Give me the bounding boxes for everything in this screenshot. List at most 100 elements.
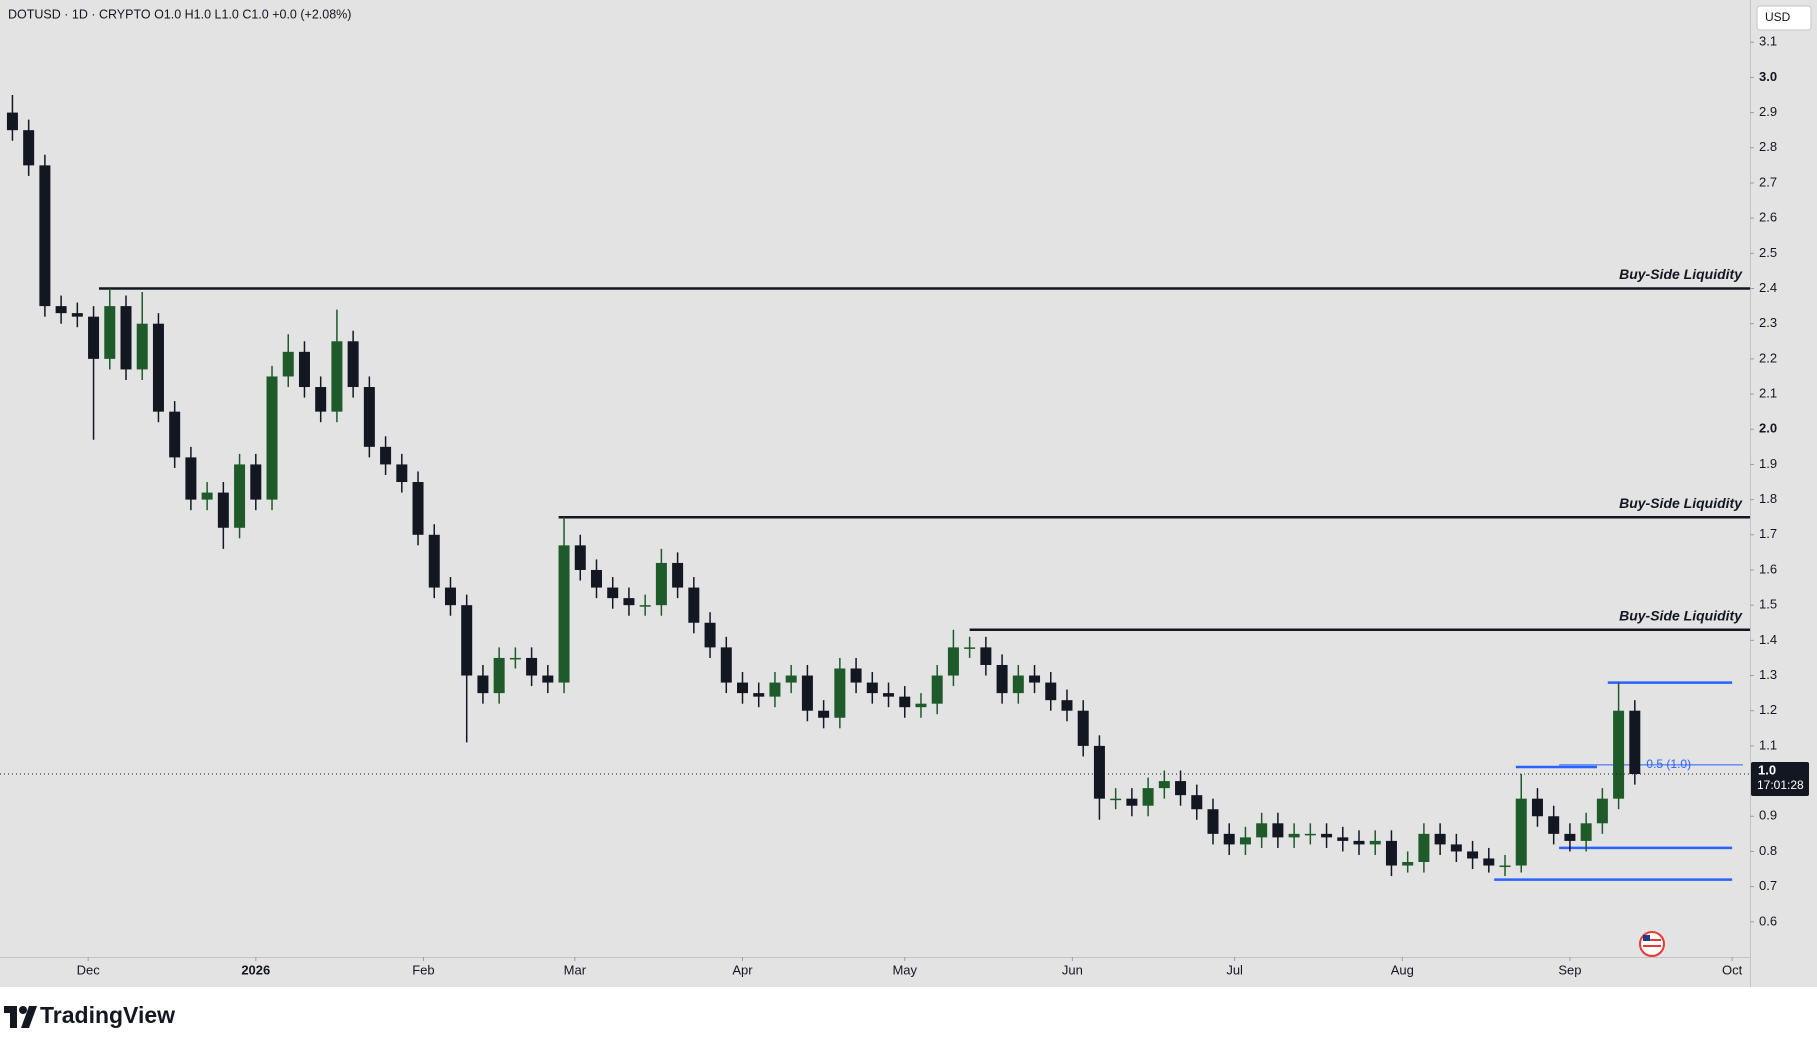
y-tick-label: 2.4 <box>1759 280 1777 295</box>
symbol-header: DOTUSD · 1D · CRYPTO O1.0 H1.0 L1.0 C1.0… <box>8 7 351 21</box>
candle-body <box>71 313 83 317</box>
flag-icon <box>1639 931 1665 957</box>
candle-body <box>866 682 878 694</box>
candle-body <box>1239 837 1251 845</box>
candle-body <box>152 323 164 412</box>
candle-body <box>55 306 67 314</box>
candle-body <box>672 562 684 588</box>
candle-body <box>720 647 732 683</box>
candle-body <box>623 598 635 606</box>
candle-body <box>250 464 262 500</box>
x-tick-label: Dec <box>77 962 101 977</box>
candle-body <box>688 587 700 623</box>
x-tick-label: 2026 <box>241 962 270 977</box>
y-tick-label: 1.8 <box>1759 491 1777 506</box>
candle-body <box>769 682 781 697</box>
candle-body <box>1321 833 1333 838</box>
candle-body <box>509 657 521 660</box>
liquidity-label: Buy-Side Liquidity <box>1619 607 1743 623</box>
y-tick-label: 3.1 <box>1759 34 1777 49</box>
candle-body <box>980 647 992 665</box>
candle-body <box>1077 710 1089 746</box>
candle-body <box>931 675 943 704</box>
candle-body <box>266 376 278 500</box>
currency-box[interactable] <box>1756 5 1812 31</box>
countdown: 17:01:28 <box>1757 778 1804 792</box>
y-tick-label: 2.7 <box>1759 174 1777 189</box>
x-tick-label: Oct <box>1722 962 1743 977</box>
candle-body <box>1467 851 1479 859</box>
candle-body <box>915 703 927 708</box>
candle-body <box>428 534 440 588</box>
x-tick-label: May <box>892 962 917 977</box>
candle-body <box>753 693 765 697</box>
candle-body <box>1353 840 1365 845</box>
candle-body <box>1256 823 1268 838</box>
candle-body <box>785 675 797 683</box>
y-tick-label: 1.2 <box>1759 702 1777 717</box>
candle-body <box>1499 865 1511 868</box>
candle-body <box>493 657 505 694</box>
brand-logo[interactable] <box>4 1006 37 1028</box>
candle-body <box>217 492 229 528</box>
candle-body <box>120 306 132 370</box>
candle-body <box>1304 833 1316 836</box>
last-price-box <box>1751 762 1809 797</box>
y-tick-label: 1.5 <box>1759 597 1777 612</box>
candle-body <box>23 130 35 166</box>
candle-body <box>136 323 148 370</box>
y-tick-label: 2.5 <box>1759 245 1777 260</box>
y-tick-label: 0.8 <box>1759 843 1777 858</box>
chart-background <box>0 0 1817 987</box>
candle-body <box>412 482 424 535</box>
candle-body <box>590 569 602 588</box>
candle-body <box>1126 798 1138 806</box>
y-tick-label: 2.0 <box>1759 421 1777 436</box>
candle-body <box>704 622 716 648</box>
candle-body <box>947 647 959 676</box>
candle-body <box>1369 840 1381 845</box>
currency: USD <box>1765 10 1791 24</box>
candle-body <box>655 562 667 606</box>
y-tick-label: 1.9 <box>1759 456 1777 471</box>
x-tick-label: Apr <box>732 962 753 977</box>
candle-body <box>477 675 489 694</box>
y-tick-label: 2.8 <box>1759 139 1777 154</box>
candle-body <box>883 693 895 697</box>
candle-body <box>1402 862 1414 866</box>
candle-body <box>1142 788 1154 806</box>
candle-body <box>444 587 456 606</box>
candle-body <box>1012 675 1024 694</box>
candle-body <box>315 387 327 412</box>
candle-body <box>899 696 911 708</box>
candle-body <box>1548 816 1560 834</box>
candle-body <box>1175 781 1187 796</box>
candle-body <box>737 682 749 694</box>
candle-body <box>801 675 813 711</box>
candle-body <box>169 411 181 458</box>
candle-body <box>1629 710 1641 775</box>
candle-body <box>1580 823 1592 841</box>
candle-body <box>1337 837 1349 841</box>
y-tick-label: 0.9 <box>1759 808 1777 823</box>
candle-body <box>1418 833 1430 863</box>
candle-body <box>363 387 375 447</box>
candle-body <box>996 664 1008 694</box>
candle-body <box>234 464 246 528</box>
y-tick-label: 1.6 <box>1759 561 1777 576</box>
candle-body <box>282 351 294 377</box>
candle-body <box>526 657 538 676</box>
candle-body <box>1272 823 1284 838</box>
candle-body <box>88 316 100 359</box>
y-tick-label: 0.7 <box>1759 878 1777 893</box>
candle-body <box>818 710 830 718</box>
fib-label: 0.5 (1.0) <box>1646 757 1691 771</box>
x-tick-label: Feb <box>412 962 434 977</box>
candle-body <box>1515 798 1527 866</box>
candle-body <box>1093 745 1105 799</box>
x-tick-label: Jun <box>1062 962 1083 977</box>
x-tick-label: Mar <box>564 962 587 977</box>
candle-body <box>834 668 846 718</box>
y-tick-label: 1.7 <box>1759 526 1777 541</box>
